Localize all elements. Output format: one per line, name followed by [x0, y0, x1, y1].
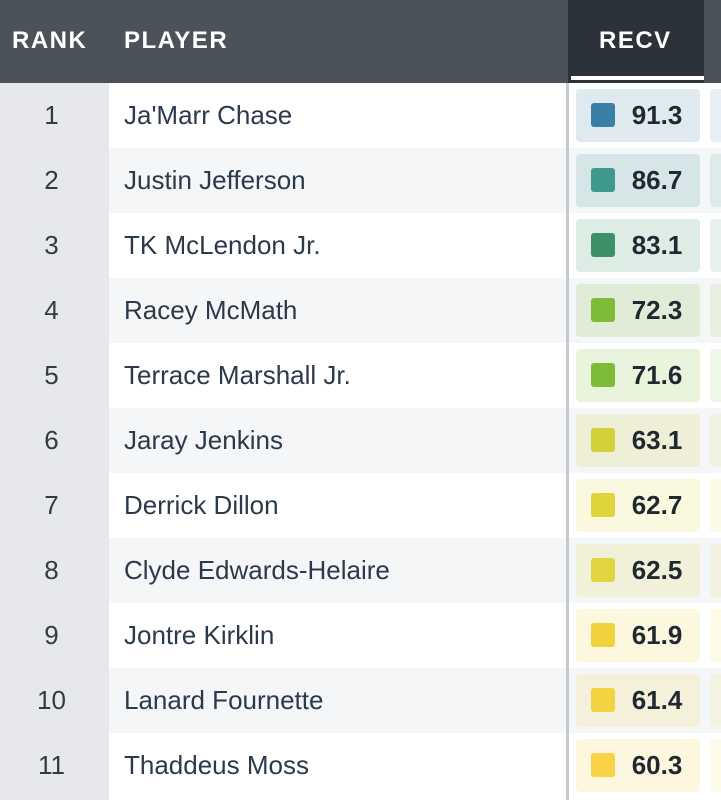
rank-value: 1: [44, 100, 59, 130]
recv-grade-value: 83.1: [631, 230, 683, 260]
recv-column-header-cell[interactable]: [568, 0, 704, 83]
next-column-bg: [704, 668, 721, 733]
rank-value: 10: [37, 685, 66, 715]
next-grade-cell: [710, 349, 721, 402]
player-cell-bg: [109, 83, 566, 148]
player-name-link[interactable]: Clyde Edwards-Helaire: [124, 555, 390, 585]
next-grade-cell: [710, 674, 721, 727]
player-cell-bg: [109, 408, 566, 473]
next-grade-cell: [710, 284, 721, 337]
player-cell-bg: [109, 538, 566, 603]
table-row[interactable]: 5 Terrace Marshall Jr. 71.6: [0, 343, 721, 408]
rank-value: 2: [44, 165, 59, 195]
player-cell-bg: [109, 473, 566, 538]
column-divider: [566, 83, 569, 800]
grade-color-swatch: [591, 428, 615, 452]
next-column-bg: [704, 83, 721, 148]
player-name-link[interactable]: Terrace Marshall Jr.: [124, 360, 351, 390]
recv-grade-value: 60.3: [631, 750, 683, 780]
next-grade-cell: [710, 89, 721, 142]
grade-color-swatch: [591, 688, 615, 712]
player-cell-bg: [109, 278, 566, 343]
rank-value: 3: [44, 230, 59, 260]
next-grade-cell: [710, 414, 721, 467]
player-cell-bg: [109, 733, 566, 798]
player-name-link[interactable]: Thaddeus Moss: [124, 750, 309, 780]
player-cell-bg: [109, 213, 566, 278]
player-name-link[interactable]: Racey McMath: [124, 295, 298, 325]
recv-grade-value: 62.7: [631, 490, 683, 520]
table-row[interactable]: 10 Lanard Fournette 61.4: [0, 668, 721, 733]
player-table-body: 1 Ja'Marr Chase 91.3 2 Justin Jefferson 86.7 3…: [0, 83, 721, 800]
rank-value: 4: [44, 295, 59, 325]
rank-value: 7: [44, 490, 59, 520]
table-header: RANK PLAYER RECV: [0, 0, 721, 83]
next-column-bg: [704, 408, 721, 473]
player-name-link[interactable]: Jontre Kirklin: [124, 620, 275, 650]
player-column-header[interactable]: PLAYER: [124, 27, 229, 54]
rank-column-header[interactable]: RANK: [12, 27, 88, 54]
recv-column-header[interactable]: RECV: [599, 27, 672, 54]
recv-grade-value: 61.9: [631, 620, 683, 650]
recv-grade-value: 86.7: [631, 165, 683, 195]
next-grade-cell: [710, 544, 721, 597]
next-column-bg: [704, 603, 721, 668]
next-column-bg: [704, 343, 721, 408]
table-row[interactable]: 1 Ja'Marr Chase 91.3: [0, 83, 721, 148]
recv-grade-value: 71.6: [631, 360, 683, 390]
player-cell-bg: [109, 603, 566, 668]
next-grade-cell: [710, 609, 721, 662]
recv-grade-value: 62.5: [631, 555, 683, 585]
grade-color-swatch: [591, 753, 615, 777]
rank-value: 9: [44, 620, 59, 650]
recv-grade-value: 61.4: [631, 685, 683, 715]
next-column-bg: [704, 148, 721, 213]
recv-grade-value: 72.3: [631, 295, 683, 325]
grade-color-swatch: [591, 623, 615, 647]
table-row[interactable]: 9 Jontre Kirklin 61.9: [0, 603, 721, 668]
table-row[interactable]: 6 Jaray Jenkins 63.1: [0, 408, 721, 473]
active-sort-indicator: [571, 76, 704, 80]
grade-color-swatch: [591, 103, 615, 127]
grade-color-swatch: [591, 233, 615, 257]
recv-grade-value: 63.1: [631, 425, 683, 455]
table-row[interactable]: 8 Clyde Edwards-Helaire 62.5: [0, 538, 721, 603]
rank-value: 8: [44, 555, 59, 585]
table-row[interactable]: 2 Justin Jefferson 86.7: [0, 148, 721, 213]
table-row[interactable]: 4 Racey McMath 72.3: [0, 278, 721, 343]
next-grade-cell: [710, 154, 721, 207]
table-row[interactable]: 3 TK McLendon Jr. 83.1: [0, 213, 721, 278]
player-cell-bg: [109, 668, 566, 733]
player-name-link[interactable]: Derrick Dillon: [124, 490, 279, 520]
grade-color-swatch: [591, 363, 615, 387]
rank-column: [0, 83, 109, 800]
next-column-bg: [704, 473, 721, 538]
player-name-link[interactable]: Ja'Marr Chase: [124, 100, 293, 130]
table-row[interactable]: 11 Thaddeus Moss 60.3: [0, 733, 721, 798]
next-column-bg: [704, 213, 721, 278]
grade-color-swatch: [591, 558, 615, 582]
next-column-bg: [704, 733, 721, 798]
rank-value: 11: [38, 750, 65, 780]
table-row[interactable]: 7 Derrick Dillon 62.7: [0, 473, 721, 538]
player-name-link[interactable]: TK McLendon Jr.: [124, 230, 321, 260]
next-column-header[interactable]: [704, 0, 721, 83]
rank-value: 5: [44, 360, 59, 390]
recv-grade-value: 91.3: [631, 100, 683, 130]
next-grade-cell: [710, 479, 721, 532]
grade-color-swatch: [591, 493, 615, 517]
grade-color-swatch: [591, 168, 615, 192]
player-name-link[interactable]: Justin Jefferson: [124, 165, 306, 195]
next-grade-cell: [710, 219, 721, 272]
next-grade-cell: [710, 739, 721, 792]
player-cell-bg: [109, 148, 566, 213]
player-name-link[interactable]: Lanard Fournette: [124, 685, 324, 715]
grade-color-swatch: [591, 298, 615, 322]
player-name-link[interactable]: Jaray Jenkins: [124, 425, 283, 455]
next-column-bg: [704, 278, 721, 343]
next-column-bg: [704, 538, 721, 603]
player-cell-bg: [109, 343, 566, 408]
rank-value: 6: [44, 425, 59, 455]
